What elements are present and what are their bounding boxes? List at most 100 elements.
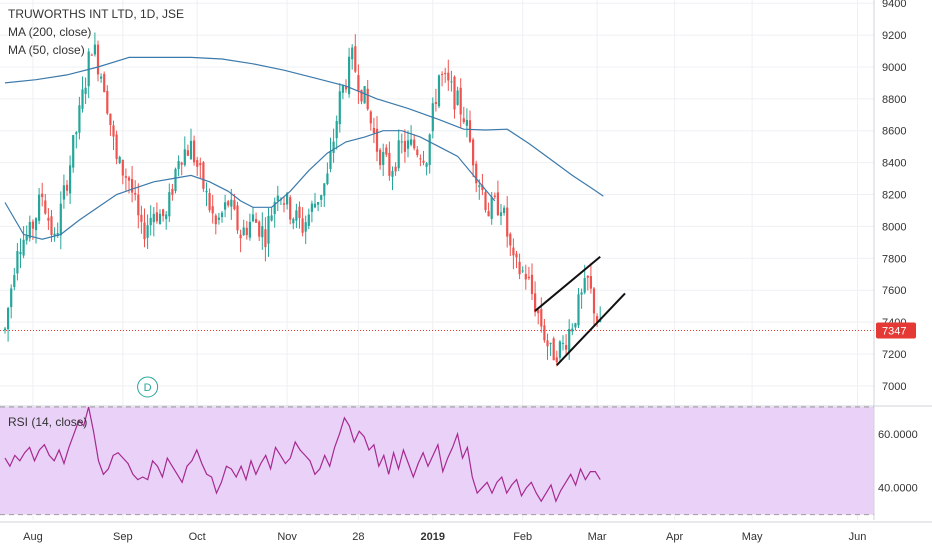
candle — [406, 140, 410, 149]
candle — [515, 253, 518, 258]
candle — [174, 168, 177, 191]
candle — [189, 140, 193, 160]
candle — [155, 212, 158, 222]
candle — [62, 185, 65, 200]
candle — [499, 212, 503, 216]
candle — [577, 294, 580, 326]
candle — [56, 233, 59, 236]
candle — [487, 211, 490, 217]
candle — [475, 163, 478, 184]
candle — [90, 54, 93, 56]
candle — [245, 227, 248, 236]
candle — [447, 72, 450, 81]
candle — [552, 338, 555, 361]
candle — [388, 152, 391, 176]
candle — [493, 195, 496, 197]
candle — [481, 184, 484, 191]
candle — [81, 89, 84, 109]
candle — [149, 217, 152, 226]
trend-line[interactable] — [556, 292, 626, 366]
candle — [261, 226, 264, 238]
candle — [512, 247, 515, 256]
candle — [413, 139, 416, 149]
candle — [348, 56, 351, 95]
candle — [78, 105, 81, 133]
candle — [425, 163, 428, 167]
price-tick-label: 8000 — [882, 221, 906, 233]
price-tick-label: 8200 — [882, 190, 906, 202]
candle — [65, 184, 69, 191]
rsi-band — [0, 407, 874, 515]
candle — [444, 72, 447, 74]
candle — [7, 307, 10, 330]
candle — [540, 309, 543, 327]
ma200-legend: MA (200, close) — [8, 25, 92, 39]
symbol-title: TRUWORTHS INT LTD, 1D, JSE — [8, 7, 185, 21]
rsi-line — [4, 406, 601, 503]
trend-line[interactable] — [534, 255, 601, 312]
candle — [103, 73, 106, 93]
candle — [583, 277, 586, 293]
candle — [242, 227, 245, 236]
candle — [264, 229, 267, 248]
candle — [400, 141, 403, 143]
candle — [379, 149, 382, 166]
candle — [251, 214, 255, 222]
candle — [84, 87, 87, 94]
candle — [568, 328, 571, 353]
candle — [465, 119, 468, 126]
candle — [19, 251, 22, 255]
candle — [217, 217, 220, 220]
candle — [196, 160, 199, 167]
candle — [183, 149, 186, 166]
candle — [304, 222, 307, 232]
candle — [282, 203, 286, 205]
candle — [403, 140, 406, 152]
candle — [220, 212, 224, 218]
main-legend: TRUWORTHS INT LTD, 1D, JSE MA (200, clos… — [8, 5, 184, 59]
candle — [301, 218, 304, 233]
candle — [437, 75, 441, 107]
ma200-line — [4, 56, 604, 197]
candle — [131, 179, 134, 193]
candle — [295, 210, 298, 221]
candle — [382, 152, 385, 166]
candle — [419, 158, 422, 160]
candle — [366, 88, 369, 110]
candle — [351, 47, 354, 60]
candle — [313, 203, 317, 208]
candle — [270, 215, 273, 221]
candle — [143, 222, 146, 240]
time-axis[interactable]: Aug Sep Oct Nov 28 2019 Feb Mar Apr May Jun — [23, 531, 866, 543]
candle — [115, 134, 118, 160]
dividend-marker[interactable] — [137, 376, 159, 398]
candle — [462, 118, 465, 123]
candle — [162, 209, 165, 217]
candle — [558, 341, 561, 358]
candle — [140, 214, 143, 222]
candle — [230, 199, 233, 207]
candle — [580, 292, 583, 295]
candle — [410, 139, 413, 145]
candle — [255, 219, 258, 223]
candle — [211, 206, 214, 214]
price-tick-label: 9400 — [882, 0, 906, 10]
candle — [180, 162, 183, 165]
time-tick-label: Jun — [849, 531, 867, 543]
candle — [385, 147, 388, 155]
time-tick-label: Mar — [588, 531, 607, 543]
candle — [354, 46, 357, 72]
candle — [555, 357, 558, 363]
candle — [341, 85, 344, 93]
candle — [96, 44, 100, 75]
time-tick-label: 2019 — [421, 531, 445, 543]
candle — [118, 156, 121, 164]
candle — [571, 328, 574, 332]
candle — [127, 177, 131, 181]
candle — [565, 345, 568, 350]
candle — [369, 111, 372, 124]
candle — [208, 192, 211, 211]
candle — [344, 86, 348, 90]
